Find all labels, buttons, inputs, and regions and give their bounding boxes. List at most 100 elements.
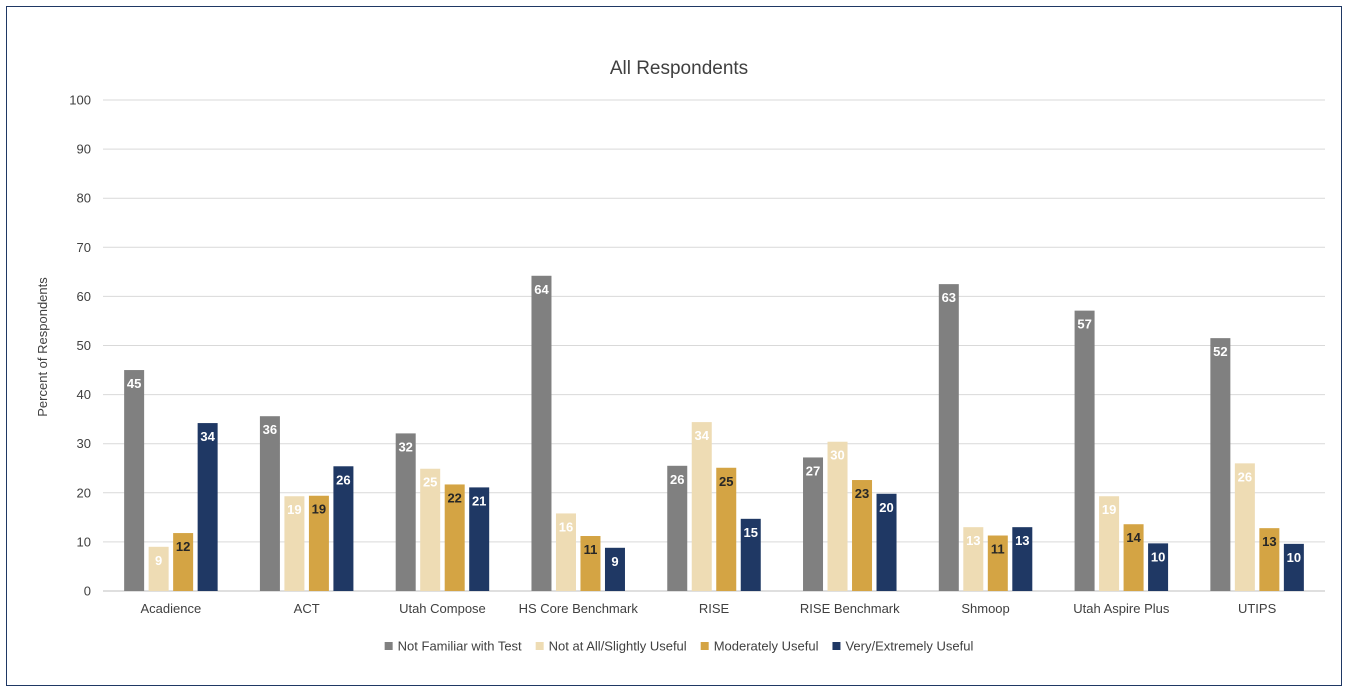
data-label: 36	[263, 422, 277, 437]
data-label: 12	[176, 539, 190, 554]
data-label: 10	[1287, 550, 1301, 565]
bar	[197, 423, 218, 591]
bar	[1099, 496, 1120, 591]
y-tick-label: 80	[77, 191, 91, 206]
chart-frame: 0 10 20 30 40 50 60 70 80 90 100 45 9 12 34 36 19 19 26 32…	[6, 6, 1342, 686]
data-label: 27	[806, 463, 820, 478]
bar	[124, 370, 145, 591]
x-category-label: Shmoop	[961, 601, 1009, 616]
data-label: 9	[611, 554, 618, 569]
legend-label: Very/Extremely Useful	[845, 639, 973, 654]
legend-item: Very/Extremely Useful	[832, 639, 973, 654]
data-label: 57	[1077, 317, 1091, 332]
y-axis-title: Percent of Respondents	[35, 277, 50, 417]
bar	[1148, 543, 1169, 591]
data-label: 52	[1213, 344, 1227, 359]
bar	[555, 513, 576, 591]
bar	[259, 416, 280, 591]
bar	[531, 275, 552, 591]
data-label: 34	[200, 429, 215, 444]
data-label: 64	[534, 282, 549, 297]
bar	[1234, 463, 1255, 591]
data-label: 26	[336, 472, 350, 487]
x-category-label: HS Core Benchmark	[519, 601, 639, 616]
legend: Not Familiar with Test Not at All/Slightl…	[384, 639, 973, 654]
data-label: 10	[1151, 549, 1165, 564]
data-label: 16	[559, 519, 573, 534]
data-label: 34	[695, 428, 710, 443]
x-category-label: Acadience	[141, 601, 202, 616]
bar	[580, 536, 601, 591]
x-category-label: UTIPS	[1238, 601, 1277, 616]
y-axis-ticks: 0 10 20 30 40 50 60 70 80 90 100	[69, 93, 91, 599]
data-label: 9	[155, 553, 162, 568]
bar	[852, 480, 873, 591]
bar	[1012, 527, 1033, 591]
bar	[173, 533, 194, 591]
bar	[803, 457, 824, 591]
x-category-label: RISE	[699, 601, 730, 616]
legend-swatch	[384, 642, 393, 650]
legend-item: Not at All/Slightly Useful	[535, 639, 687, 654]
y-tick-label: 60	[77, 289, 91, 304]
x-category-label: ACT	[294, 601, 320, 616]
data-label: 20	[879, 500, 893, 515]
legend-label: Not at All/Slightly Useful	[549, 639, 687, 654]
data-label: 19	[287, 502, 301, 517]
x-axis-categories: Acadience ACT Utah Compose HS Core Benchmar…	[141, 601, 1277, 616]
x-category-label: Utah Aspire Plus	[1073, 601, 1170, 616]
y-tick-label: 40	[77, 387, 91, 402]
data-label: 30	[830, 448, 844, 463]
data-label: 25	[719, 474, 733, 489]
bar	[333, 466, 354, 591]
bar	[444, 484, 465, 591]
data-label: 15	[744, 525, 758, 540]
data-label: 26	[670, 472, 684, 487]
legend-item: Not Familiar with Test	[384, 639, 522, 654]
data-label: 23	[855, 486, 869, 501]
gridlines	[103, 99, 1325, 592]
bar	[740, 518, 761, 591]
data-label: 19	[1102, 502, 1116, 517]
chart-title: All Respondents	[610, 58, 748, 79]
bar	[876, 493, 897, 591]
data-label: 14	[1126, 530, 1141, 545]
bar	[420, 468, 441, 591]
data-label: 63	[942, 290, 956, 305]
data-label: 19	[312, 502, 326, 517]
y-tick-label: 0	[84, 584, 91, 599]
legend-label: Not Familiar with Test	[398, 639, 522, 654]
legend-swatch	[700, 642, 709, 650]
data-label: 45	[127, 376, 141, 391]
bars	[124, 275, 1304, 591]
bar	[938, 284, 959, 591]
bar-chart: 0 10 20 30 40 50 60 70 80 90 100 45 9 12 34 36 19 19 26 32…	[35, 58, 1325, 654]
y-tick-label: 30	[77, 436, 91, 451]
bar	[1259, 528, 1280, 591]
legend-label: Moderately Useful	[714, 639, 819, 654]
bar	[716, 467, 737, 591]
bar	[284, 496, 305, 591]
x-category-label: RISE Benchmark	[800, 601, 900, 616]
data-label: 11	[584, 542, 598, 557]
data-label: 13	[1262, 534, 1276, 549]
bar	[1283, 543, 1304, 591]
data-label: 21	[472, 493, 486, 508]
legend-item: Moderately Useful	[700, 639, 819, 654]
data-label: 11	[991, 542, 1005, 557]
y-tick-label: 100	[69, 93, 91, 108]
y-tick-label: 20	[77, 485, 91, 500]
data-labels: 45 9 12 34 36 19 19 26 32 25 22 21 64 16 11 9 26 34 25 15 27…	[127, 282, 1301, 569]
bar	[308, 495, 329, 591]
legend-swatch	[832, 642, 841, 650]
bar	[604, 547, 625, 591]
bar	[1123, 524, 1144, 591]
bar	[469, 487, 490, 591]
bar	[667, 465, 688, 591]
y-tick-label: 70	[77, 240, 91, 255]
x-category-label: Utah Compose	[399, 601, 486, 616]
bar	[827, 441, 848, 591]
data-label: 22	[447, 490, 461, 505]
data-label: 26	[1238, 469, 1252, 484]
y-tick-label: 50	[77, 338, 91, 353]
